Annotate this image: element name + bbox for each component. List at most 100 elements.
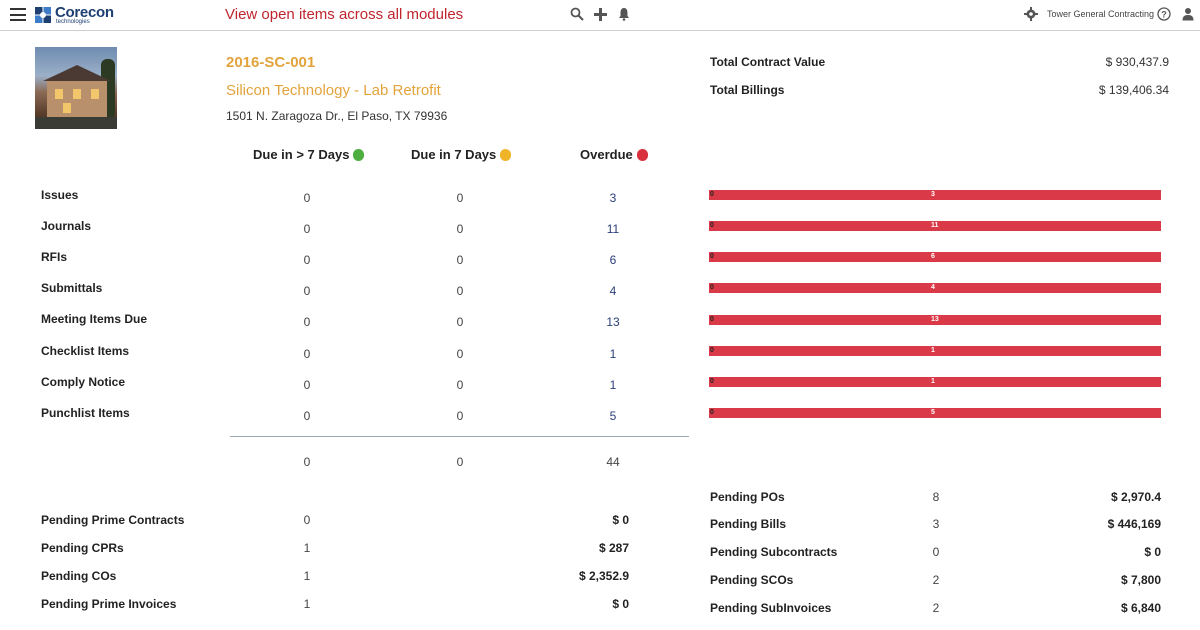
checklist-items-due-gt7[interactable]: 0 bbox=[303, 347, 311, 361]
pending-subcontracts-count[interactable]: 0 bbox=[932, 545, 940, 559]
search-icon[interactable] bbox=[569, 6, 585, 22]
pending-prime-contracts-count[interactable]: 0 bbox=[303, 513, 311, 527]
rfis-due-gt7[interactable]: 0 bbox=[303, 253, 311, 267]
pending-bills-amount: $ 446,169 bbox=[1107, 517, 1161, 531]
total-billings-label: Total Billings bbox=[710, 83, 785, 97]
company-name[interactable]: Tower General Contracting bbox=[1047, 9, 1155, 19]
column-header-overdue[interactable]: Overdue bbox=[580, 147, 648, 162]
pending-bills-count[interactable]: 3 bbox=[932, 517, 940, 531]
row-label-rfis[interactable]: RFIs bbox=[41, 250, 68, 264]
submittals-overdue[interactable]: 4 bbox=[609, 284, 617, 298]
column-header-due-gt-7[interactable]: Due in > 7 Days bbox=[253, 147, 365, 162]
row-label-meeting-items-due[interactable]: Meeting Items Due bbox=[41, 312, 148, 326]
pending-prime-invoices-label[interactable]: Pending Prime Invoices bbox=[41, 597, 177, 611]
submittals-due-in7[interactable]: 0 bbox=[456, 284, 464, 298]
meeting-items-due-gt7[interactable]: 0 bbox=[303, 315, 311, 329]
red-status-dot-icon bbox=[636, 148, 648, 161]
hamburger-menu-icon[interactable] bbox=[10, 8, 26, 21]
bar-left-value: 0 bbox=[710, 316, 714, 323]
pending-cos-count[interactable]: 1 bbox=[303, 569, 311, 583]
total-overdue: 44 bbox=[606, 455, 620, 469]
bar-value: 11 bbox=[931, 222, 939, 229]
pending-prime-invoices-amount: $ 0 bbox=[612, 597, 629, 611]
checklist-items-overdue[interactable]: 1 bbox=[609, 347, 617, 361]
pending-subcontracts-amount: $ 0 bbox=[1144, 545, 1161, 559]
pending-bills-label[interactable]: Pending Bills bbox=[710, 517, 787, 531]
bar-value: 13 bbox=[931, 316, 939, 323]
pending-cos-label[interactable]: Pending COs bbox=[41, 569, 117, 583]
bar-value: 1 bbox=[931, 347, 935, 354]
row-label-comply-notice[interactable]: Comply Notice bbox=[41, 375, 126, 389]
pending-scos-label[interactable]: Pending SCOs bbox=[710, 573, 794, 587]
pending-cprs-count[interactable]: 1 bbox=[303, 541, 311, 555]
row-label-punchlist-items[interactable]: Punchlist Items bbox=[41, 406, 130, 420]
total-contract-value-label: Total Contract Value bbox=[710, 55, 826, 69]
gear-icon[interactable] bbox=[1023, 6, 1039, 22]
pending-prime-contracts-label[interactable]: Pending Prime Contracts bbox=[41, 513, 185, 527]
project-code[interactable]: 2016-SC-001 bbox=[226, 54, 316, 71]
bar-left-value: 0 bbox=[710, 378, 714, 385]
row-label-submittals[interactable]: Submittals bbox=[41, 281, 103, 295]
pending-subcontracts-label[interactable]: Pending Subcontracts bbox=[710, 545, 838, 559]
rfis-due-in7[interactable]: 0 bbox=[456, 253, 464, 267]
pending-pos-amount: $ 2,970.4 bbox=[1110, 490, 1161, 504]
punchlist-items-due-in7[interactable]: 0 bbox=[456, 409, 464, 423]
row-label-journals[interactable]: Journals bbox=[41, 219, 92, 233]
journals-due-in7[interactable]: 0 bbox=[456, 222, 464, 236]
user-icon[interactable] bbox=[1180, 6, 1196, 22]
project-photo bbox=[35, 47, 117, 129]
meeting-items-bar[interactable]: 0 13 bbox=[709, 315, 1161, 325]
corecon-logo[interactable]: Corecon technologies bbox=[34, 4, 114, 26]
corecon-logo-mark-icon bbox=[35, 7, 51, 23]
row-label-issues[interactable]: Issues bbox=[41, 188, 79, 202]
row-label-checklist-items[interactable]: Checklist Items bbox=[41, 344, 130, 358]
bell-icon[interactable] bbox=[616, 6, 632, 22]
comply-notice-due-in7[interactable]: 0 bbox=[456, 378, 464, 392]
total-billings: $ 139,406.34 bbox=[1098, 83, 1169, 97]
pending-subinvoices-label[interactable]: Pending SubInvoices bbox=[710, 601, 832, 615]
column-header-due-in-7[interactable]: Due in 7 Days bbox=[411, 147, 512, 162]
checklist-items-due-in7[interactable]: 0 bbox=[456, 347, 464, 361]
journals-due-gt7[interactable]: 0 bbox=[303, 222, 311, 236]
column-header-label: Due in > 7 Days bbox=[253, 147, 350, 162]
pending-subinvoices-count[interactable]: 2 bbox=[932, 601, 940, 615]
pending-pos-label[interactable]: Pending POs bbox=[710, 490, 785, 504]
green-status-dot-icon bbox=[353, 148, 365, 161]
meeting-items-due-in7[interactable]: 0 bbox=[456, 315, 464, 329]
bar-left-value: 0 bbox=[710, 191, 714, 198]
rfis-overdue[interactable]: 6 bbox=[609, 253, 617, 267]
issues-due-gt7[interactable]: 0 bbox=[303, 191, 311, 205]
journals-bar[interactable]: 0 11 bbox=[709, 221, 1161, 231]
issues-overdue[interactable]: 3 bbox=[609, 191, 617, 205]
pending-cprs-amount: $ 287 bbox=[598, 541, 629, 555]
pending-scos-count[interactable]: 2 bbox=[932, 573, 940, 587]
pending-cos-amount: $ 2,352.9 bbox=[578, 569, 629, 583]
bar-left-value: 0 bbox=[710, 253, 714, 260]
page-headline: View open items across all modules bbox=[225, 6, 464, 23]
totals-divider bbox=[230, 436, 689, 437]
punchlist-items-overdue[interactable]: 5 bbox=[609, 409, 617, 423]
bar-value: 4 bbox=[931, 284, 935, 291]
meeting-items-overdue[interactable]: 13 bbox=[606, 315, 620, 329]
help-icon[interactable]: ? bbox=[1156, 6, 1172, 22]
bar-left-value: 0 bbox=[710, 347, 714, 354]
submittals-due-gt7[interactable]: 0 bbox=[303, 284, 311, 298]
comply-notice-overdue[interactable]: 1 bbox=[609, 378, 617, 392]
column-header-label: Overdue bbox=[580, 147, 633, 162]
pending-pos-count[interactable]: 8 bbox=[932, 490, 940, 504]
comply-notice-due-gt7[interactable]: 0 bbox=[303, 378, 311, 392]
plus-icon[interactable] bbox=[592, 6, 608, 22]
punchlist-items-due-gt7[interactable]: 0 bbox=[303, 409, 311, 423]
top-bar: Corecon technologies View open items acr… bbox=[0, 0, 1200, 31]
pending-prime-invoices-count[interactable]: 1 bbox=[303, 597, 311, 611]
pending-cprs-label[interactable]: Pending CPRs bbox=[41, 541, 124, 555]
issues-due-in7[interactable]: 0 bbox=[456, 191, 464, 205]
journals-overdue[interactable]: 11 bbox=[606, 222, 620, 236]
pending-subinvoices-amount: $ 6,840 bbox=[1120, 601, 1161, 615]
